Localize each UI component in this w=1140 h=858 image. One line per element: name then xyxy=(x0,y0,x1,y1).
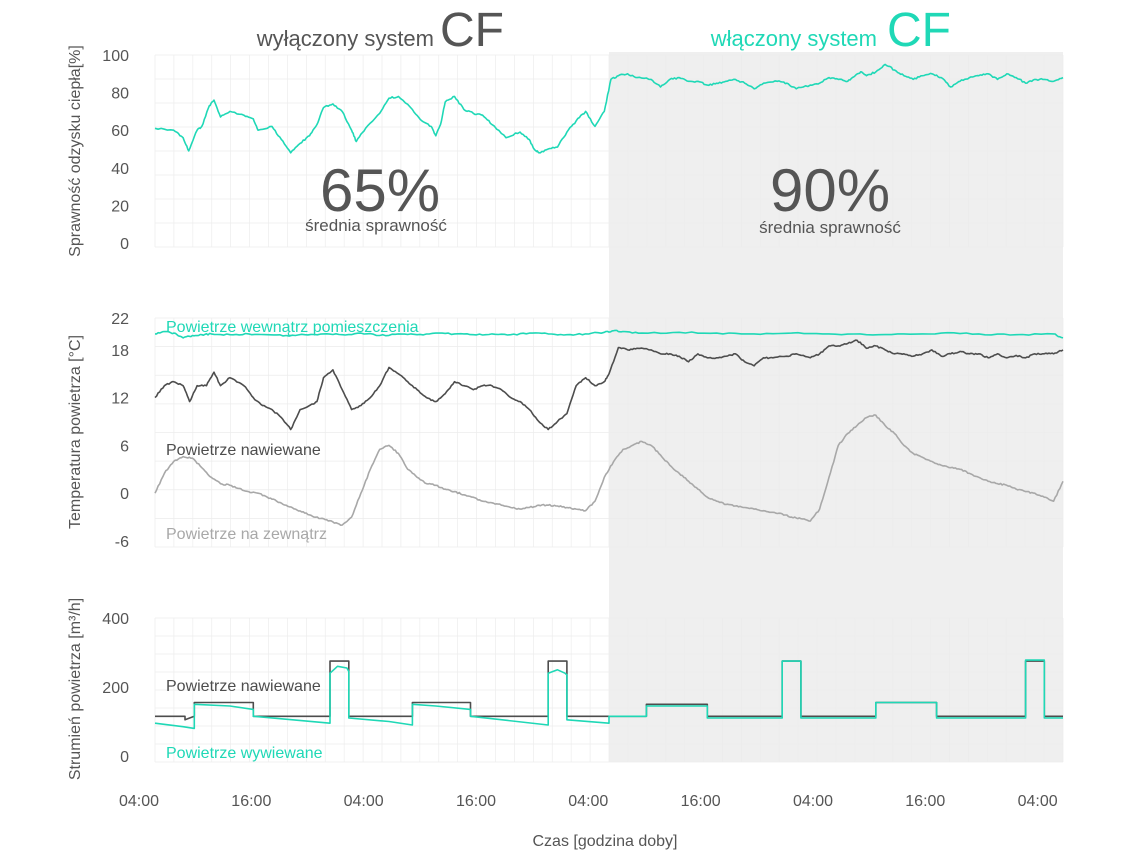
series-line-3-2 xyxy=(154,659,1063,730)
y-tick-label: 200 xyxy=(102,680,129,697)
y-tick-label: 20 xyxy=(111,198,129,215)
y-tick-labels: 0 20 40 60 80 100 -6 0 6 12 18 22 0 200 400 xyxy=(102,48,129,766)
label-temp-outside: Powietrze na zewnątrz xyxy=(166,526,327,543)
x-tick-label: 04:00 xyxy=(568,793,608,810)
left-average-caption: średnia sprawność xyxy=(305,216,447,235)
series-line-1-1 xyxy=(154,63,1064,154)
y-tick-label: 22 xyxy=(111,311,129,328)
y-tick-label: 0 xyxy=(120,749,129,766)
label-temp-supply: Powietrze nawiewane xyxy=(166,442,321,459)
label-temp-inside: Powietrze wewnątrz pomieszczenia xyxy=(166,319,419,336)
y-tick-label: 80 xyxy=(111,86,129,103)
y-tick-label: 0 xyxy=(120,486,129,503)
y-tick-label: 60 xyxy=(111,123,129,140)
left-average-percent: 65% xyxy=(320,157,440,224)
x-tick-label: 04:00 xyxy=(793,793,833,810)
right-average-caption: średnia sprawność xyxy=(759,218,901,237)
y-tick-label: 6 xyxy=(120,438,129,455)
header-right-text: włączony system xyxy=(710,26,877,51)
y-tick-label: -6 xyxy=(115,534,129,551)
label-flow-exhaust: Powietrze wywiewane xyxy=(166,745,323,762)
x-tick-labels: 04:00 16:00 04:00 16:00 04:00 16:00 04:00 16:00… xyxy=(119,793,1058,810)
right-average-percent: 90% xyxy=(770,157,890,224)
header-right-cf: CF xyxy=(887,4,951,57)
x-tick-label: 04:00 xyxy=(1018,793,1058,810)
x-tick-label: 16:00 xyxy=(905,793,945,810)
x-axis-label: Czas [godzina doby] xyxy=(533,833,678,850)
x-tick-label: 16:00 xyxy=(231,793,271,810)
grid-lines xyxy=(154,54,1064,763)
y-tick-label: 40 xyxy=(111,161,129,178)
panel2-ylabel: Temperatura powietrza [°C] xyxy=(67,335,84,529)
x-tick-label: 04:00 xyxy=(344,793,384,810)
x-tick-label: 16:00 xyxy=(681,793,721,810)
series-lines xyxy=(154,63,1064,730)
panel1-ylabel: Sprawność odzysku ciepła[%] xyxy=(67,45,84,257)
x-tick-label: 04:00 xyxy=(119,793,159,810)
y-tick-label: 18 xyxy=(111,343,129,360)
header-left-text: wyłączony system xyxy=(256,26,434,51)
header-left-cf: CF xyxy=(440,4,504,57)
y-tick-label: 400 xyxy=(102,611,129,628)
y-tick-label: 12 xyxy=(111,391,129,408)
series-line-2-3 xyxy=(154,414,1064,526)
panel3-ylabel: Strumień powietrza [m³/h] xyxy=(67,598,84,780)
y-tick-label: 100 xyxy=(102,48,129,65)
x-tick-label: 16:00 xyxy=(456,793,496,810)
label-flow-supply: Powietrze nawiewane xyxy=(166,678,321,695)
y-tick-label: 0 xyxy=(120,236,129,253)
series-line-2-1 xyxy=(155,329,1064,339)
series-line-2-2 xyxy=(154,339,1064,431)
